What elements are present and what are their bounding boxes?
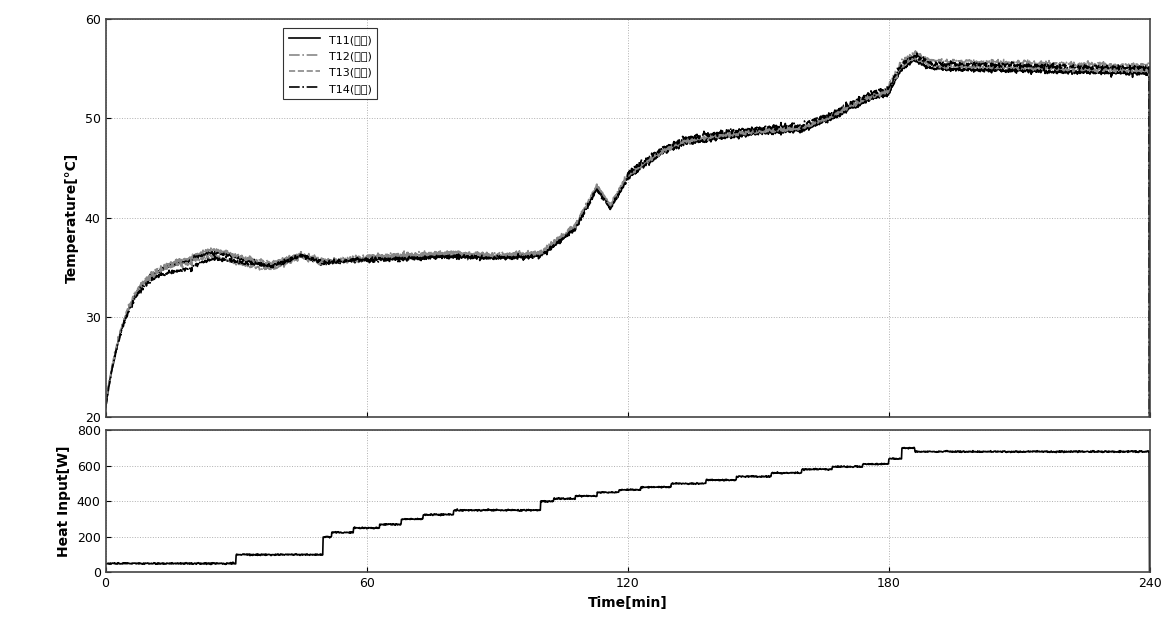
T14(히터) (242, 260, 256, 268)
Y-axis label: Heat Input[W]: Heat Input[W] (57, 445, 72, 557)
T11(히터) (127, 292, 141, 300)
T11(히터) (572, 218, 586, 225)
T13(히터) (907, 53, 921, 60)
T11(히터) (909, 55, 923, 63)
T13(히터) (242, 256, 256, 264)
Line: T11(히터): T11(히터) (106, 59, 1150, 616)
T12(히터) (99, 404, 113, 412)
T12(히터) (572, 216, 586, 223)
T11(히터) (1143, 613, 1157, 620)
T12(히터) (179, 261, 194, 269)
T11(히터) (179, 257, 194, 265)
X-axis label: Time[min]: Time[min] (588, 596, 667, 610)
T11(히터) (213, 249, 228, 257)
T14(히터) (213, 257, 228, 264)
T13(히터) (983, 64, 997, 71)
T14(히터) (179, 265, 194, 272)
T14(히터) (1143, 604, 1157, 611)
T11(히터) (242, 257, 256, 265)
T12(히터) (242, 262, 256, 270)
Line: T12(히터): T12(히터) (106, 51, 1150, 606)
T13(히터) (213, 250, 228, 257)
T11(히터) (99, 403, 113, 411)
T11(히터) (983, 68, 997, 75)
T13(히터) (127, 289, 141, 297)
T12(히터) (213, 255, 228, 262)
T14(히터) (127, 296, 141, 303)
T14(히터) (910, 49, 924, 57)
Y-axis label: Temperature[°C]: Temperature[°C] (66, 153, 79, 283)
T14(히터) (572, 216, 586, 224)
Legend: T11(히터), T12(히터), T13(히터), T14(히터): T11(히터), T12(히터), T13(히터), T14(히터) (284, 28, 378, 99)
Line: T14(히터): T14(히터) (106, 53, 1150, 608)
T13(히터) (1143, 610, 1157, 618)
T12(히터) (908, 47, 922, 55)
T14(히터) (99, 405, 113, 413)
T12(히터) (983, 57, 997, 64)
T13(히터) (572, 215, 586, 223)
T14(히터) (983, 60, 997, 68)
T12(히터) (127, 295, 141, 303)
Line: T13(히터): T13(히터) (106, 57, 1150, 614)
T13(히터) (99, 399, 113, 407)
T13(히터) (179, 257, 194, 264)
T12(히터) (1143, 603, 1157, 610)
